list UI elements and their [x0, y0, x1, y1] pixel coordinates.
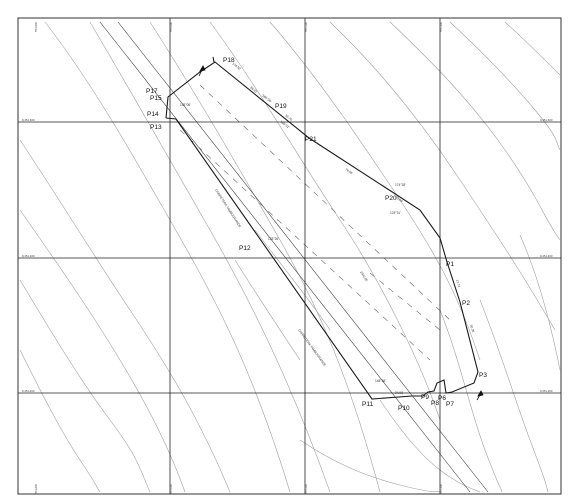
- svg-text:554,800: 554,800: [34, 21, 38, 32]
- svg-text:2340.00: 2340.00: [359, 270, 369, 282]
- svg-text:148°38': 148°38': [375, 379, 386, 383]
- point-label: P11: [362, 401, 373, 408]
- point-label: P8: [431, 400, 439, 407]
- svg-text:9,451,600: 9,451,600: [22, 118, 35, 122]
- contour-line: [19, 139, 231, 493]
- contour-line: [254, 229, 331, 331]
- point-label: P15: [150, 95, 162, 102]
- contour-line: [269, 21, 481, 361]
- property-boundary: [165, 56, 479, 400]
- contour-line: [299, 439, 441, 493]
- svg-text:174°18': 174°18': [395, 183, 406, 187]
- svg-text:135°06': 135°06': [180, 103, 191, 107]
- svg-text:555,200: 555,200: [304, 483, 308, 494]
- point-label: P10: [398, 405, 410, 412]
- svg-text:23.09: 23.09: [394, 195, 403, 203]
- svg-text:78.06: 78.06: [344, 167, 353, 175]
- svg-text:555,400: 555,400: [439, 21, 443, 32]
- svg-text:169°31': 169°31': [279, 120, 290, 130]
- contour-line: [504, 21, 561, 76]
- svg-text:9,451,600: 9,451,600: [540, 118, 553, 122]
- point-label: P13: [150, 124, 162, 131]
- contour-line: [519, 234, 561, 371]
- grid-labels: 9,451,600 9,451,600 9,451,400 9,451,400 …: [22, 21, 553, 494]
- contour-line: [329, 21, 556, 331]
- point-label: P18: [223, 57, 235, 64]
- svg-text:555,000: 555,000: [169, 21, 173, 32]
- point-label: P14: [147, 111, 159, 118]
- svg-text:9,451,200: 9,451,200: [22, 389, 35, 393]
- road-corridor: [99, 21, 489, 493]
- contour-line: [19, 349, 101, 493]
- point-label: P9: [421, 394, 429, 401]
- contour-line: [149, 21, 381, 493]
- svg-text:9,451,400: 9,451,400: [540, 254, 553, 258]
- point-label: P2: [462, 300, 470, 307]
- contour-line: [439, 309, 503, 493]
- contour-line: [19, 209, 186, 493]
- point-label: P21: [305, 136, 317, 143]
- svg-text:17.74: 17.74: [455, 279, 461, 288]
- point-label: P6: [438, 395, 446, 402]
- svg-text:186°36': 186°36': [261, 94, 272, 104]
- contour-line: [89, 21, 331, 493]
- contour-line: [389, 21, 561, 241]
- contour-line: [19, 279, 151, 493]
- point-label: P20: [385, 195, 397, 202]
- svg-text:24.98: 24.98: [395, 391, 403, 395]
- svg-text:133°26': 133°26': [268, 237, 279, 241]
- svg-text:123°31': 123°31': [390, 211, 401, 215]
- point-label: P7: [446, 401, 454, 408]
- svg-text:50.39: 50.39: [469, 324, 475, 333]
- contour-line: [209, 21, 441, 421]
- point-label: P17: [146, 88, 158, 95]
- point-label: P12: [239, 245, 251, 252]
- svg-text:86.61: 86.61: [249, 86, 258, 94]
- svg-text:9,451,200: 9,451,200: [540, 389, 553, 393]
- svg-text:555,400: 555,400: [439, 483, 443, 494]
- svg-text:555,200: 555,200: [304, 21, 308, 32]
- svg-text:174.52: 174.52: [231, 62, 241, 71]
- svg-text:9,451,400: 9,451,400: [22, 254, 35, 258]
- point-label: P3: [479, 372, 487, 379]
- point-labels: P15 P14 P13 P12 P17 P18 P19 P20 P21 P1 P…: [146, 57, 487, 412]
- point-label: P19: [275, 103, 287, 110]
- north-arrow-icon: [476, 390, 484, 401]
- contour-line: [234, 259, 301, 361]
- svg-text:554,800: 554,800: [34, 483, 38, 494]
- north-arrow-icon: [198, 65, 206, 77]
- point-label: P1: [446, 261, 454, 268]
- contour-line: [479, 299, 549, 493]
- contour-line: [449, 21, 561, 151]
- sheet-border: [17, 17, 562, 495]
- svg-text:55.76: 55.76: [284, 114, 293, 122]
- svg-text:555,000: 555,000: [169, 483, 173, 494]
